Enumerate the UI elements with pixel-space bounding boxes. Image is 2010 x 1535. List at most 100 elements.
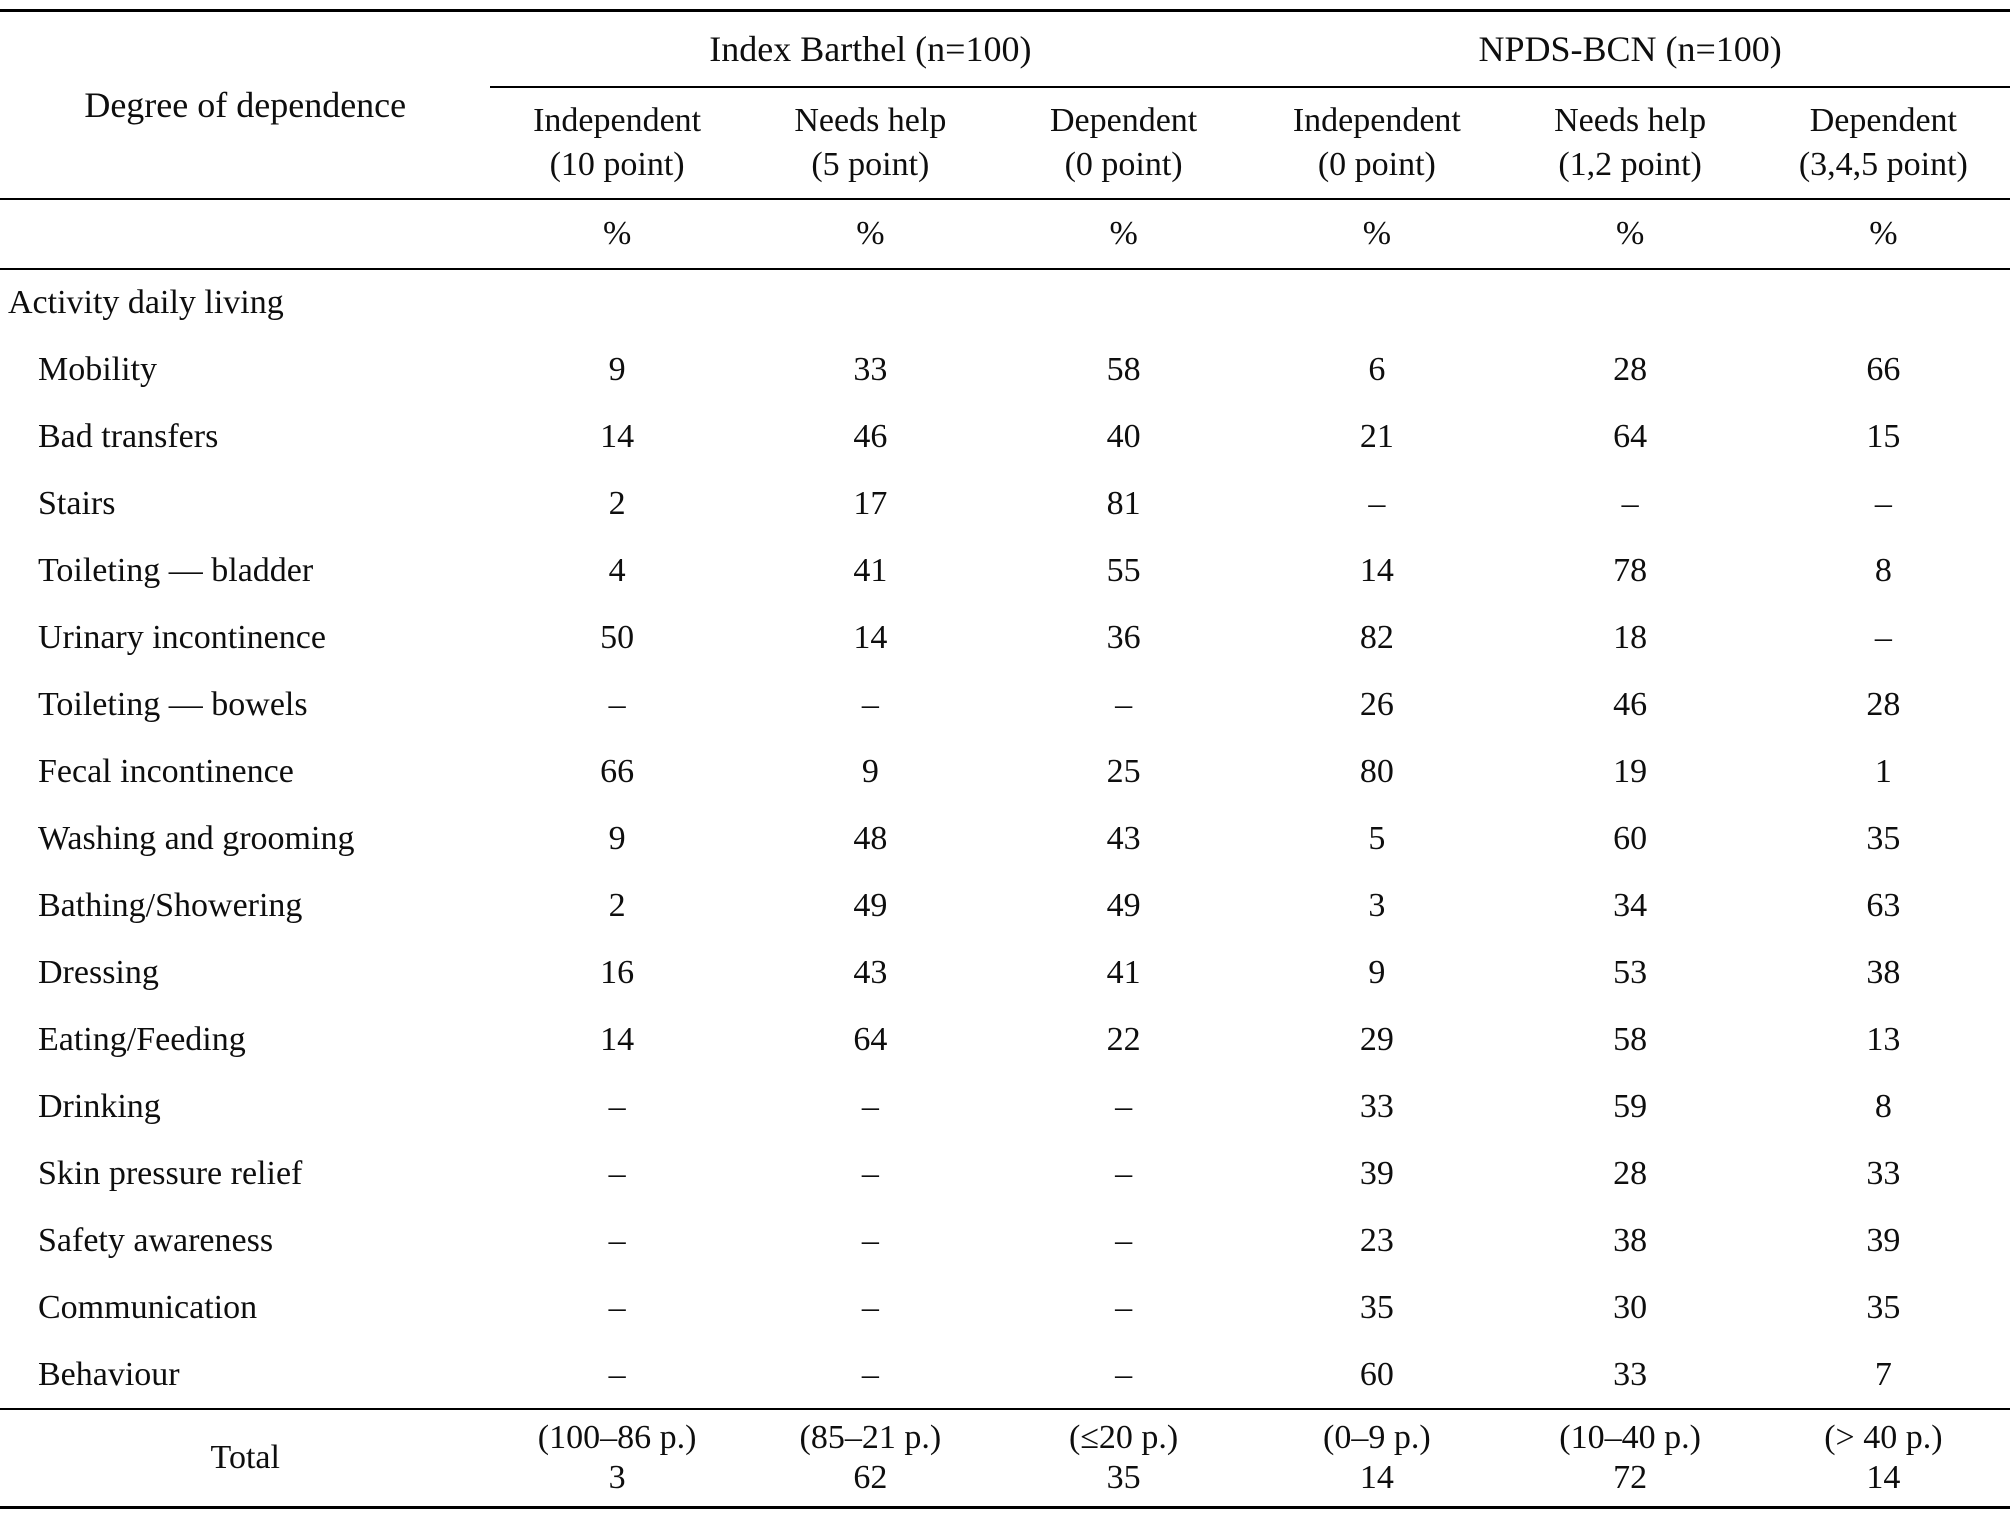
value-cell: 21 [1359, 417, 1394, 455]
value-cell: 13 [1866, 1020, 1901, 1058]
row-header-label: Degree of dependence [0, 10, 491, 200]
row-label: Mobility [38, 350, 158, 388]
value-cell: 5 [1368, 819, 1386, 857]
value-cell: – [1115, 1154, 1133, 1192]
value-cell: 14 [1359, 551, 1394, 589]
table-row: Skin pressure relief – – – 39 28 33 [0, 1140, 2010, 1207]
section-header-row: Activity daily living [0, 269, 2010, 336]
group-header-row: Degree of dependence Index Barthel (n=10… [0, 10, 2010, 200]
value-cell: 43 [853, 953, 888, 991]
row-label: Fecal incontinence [38, 752, 294, 790]
unit-cell: % [490, 199, 744, 270]
total-label: Total [0, 1408, 491, 1508]
value-cell: 8 [1874, 551, 1892, 589]
value-cell: 50 [600, 618, 635, 656]
total-row: Total (100–86 p.) 3 (85–21 p.) 62 (≤20 p… [0, 1408, 2010, 1508]
empty-cell [0, 199, 491, 270]
value-cell: – [861, 1288, 879, 1326]
total-value: 14 [1866, 1459, 1901, 1496]
value-cell: 1 [1874, 752, 1892, 790]
value-cell: 9 [1368, 953, 1386, 991]
value-cell: 33 [1866, 1154, 1901, 1192]
value-cell: 9 [608, 350, 626, 388]
value-cell: 59 [1613, 1087, 1648, 1125]
table-row: Fecal incontinence 66 9 25 80 19 1 [0, 738, 2010, 805]
total-value: 72 [1613, 1459, 1648, 1496]
table-row: Bad transfers 14 46 40 21 64 15 [0, 403, 2010, 470]
column-header-barthel-needs-help: Needs help (5 point) [743, 87, 997, 200]
value-cell: 64 [853, 1020, 888, 1058]
total-range: (0–9 p.) [1323, 1418, 1431, 1456]
value-cell: – [608, 1087, 626, 1125]
total-range: (85–21 p.) [799, 1418, 942, 1456]
value-cell: 39 [1359, 1154, 1394, 1192]
value-cell: 28 [1613, 1154, 1648, 1192]
column-header-line2: (0 point) [1064, 146, 1183, 183]
value-cell: – [1115, 685, 1133, 723]
value-cell: 2 [608, 886, 626, 924]
row-label: Behaviour [38, 1355, 180, 1393]
value-cell: 23 [1359, 1221, 1394, 1259]
value-cell: 6 [1368, 350, 1386, 388]
total-value: 35 [1106, 1459, 1141, 1496]
value-cell: 81 [1106, 484, 1141, 522]
table-row: Safety awareness – – – 23 38 39 [0, 1207, 2010, 1274]
row-label: Toileting — bowels [38, 685, 308, 723]
value-cell: – [1115, 1355, 1133, 1393]
unit-cell: % [743, 199, 997, 270]
value-cell: 39 [1866, 1221, 1901, 1259]
table-row: Behaviour – – – 60 33 7 [0, 1341, 2010, 1409]
value-cell: – [1621, 484, 1639, 522]
value-cell: 14 [853, 618, 888, 656]
group-header-index-barthel: Index Barthel (n=100) [490, 10, 1251, 88]
value-cell: 49 [853, 886, 888, 924]
row-label: Safety awareness [38, 1221, 274, 1259]
row-label: Bad transfers [38, 417, 219, 455]
table-row: Stairs 2 17 81 – – – [0, 470, 2010, 537]
table-row: Mobility 9 33 58 6 28 66 [0, 336, 2010, 403]
value-cell: 35 [1866, 1288, 1901, 1326]
value-cell: – [1874, 484, 1892, 522]
column-header-barthel-dependent: Dependent (0 point) [996, 87, 1251, 200]
table-row: Washing and grooming 9 48 43 5 60 35 [0, 805, 2010, 872]
value-cell: 40 [1106, 417, 1141, 455]
total-range: (> 40 p.) [1824, 1418, 1943, 1456]
row-label: Washing and grooming [38, 819, 355, 857]
value-cell: 58 [1106, 350, 1141, 388]
percent-unit-row: % % % % % % [0, 199, 2010, 270]
table-row: Drinking – – – 33 59 8 [0, 1073, 2010, 1140]
value-cell: 78 [1613, 551, 1648, 589]
total-value: 3 [608, 1459, 626, 1496]
value-cell: 28 [1613, 350, 1648, 388]
row-label: Dressing [38, 953, 159, 991]
value-cell: 4 [608, 551, 626, 589]
value-cell: 46 [853, 417, 888, 455]
column-header-npds-needs-help: Needs help (1,2 point) [1503, 87, 1757, 200]
value-cell: 60 [1359, 1355, 1394, 1393]
column-header-line2: (10 point) [549, 146, 685, 183]
row-label: Eating/Feeding [38, 1020, 246, 1058]
table-row: Bathing/Showering 2 49 49 3 34 63 [0, 872, 2010, 939]
total-cell: (> 40 p.) 14 [1756, 1408, 2010, 1508]
column-header-line2: (1,2 point) [1558, 146, 1702, 183]
value-cell: 38 [1866, 953, 1901, 991]
table-row: Communication – – – 35 30 35 [0, 1274, 2010, 1341]
value-cell: 53 [1613, 953, 1648, 991]
table-row: Toileting — bladder 4 41 55 14 78 8 [0, 537, 2010, 604]
total-range: (10–40 p.) [1559, 1418, 1701, 1456]
value-cell: 26 [1359, 685, 1394, 723]
value-cell: 34 [1613, 886, 1648, 924]
value-cell: – [861, 1355, 879, 1393]
value-cell: 2 [608, 484, 626, 522]
value-cell: – [861, 685, 879, 723]
unit-cell: % [996, 199, 1251, 270]
unit-cell: % [1250, 199, 1504, 270]
value-cell: 46 [1613, 685, 1648, 723]
value-cell: – [861, 1154, 879, 1192]
value-cell: 49 [1106, 886, 1141, 924]
value-cell: – [608, 1154, 626, 1192]
value-cell: 25 [1106, 752, 1141, 790]
value-cell: 28 [1866, 685, 1901, 723]
value-cell: 3 [1368, 886, 1386, 924]
